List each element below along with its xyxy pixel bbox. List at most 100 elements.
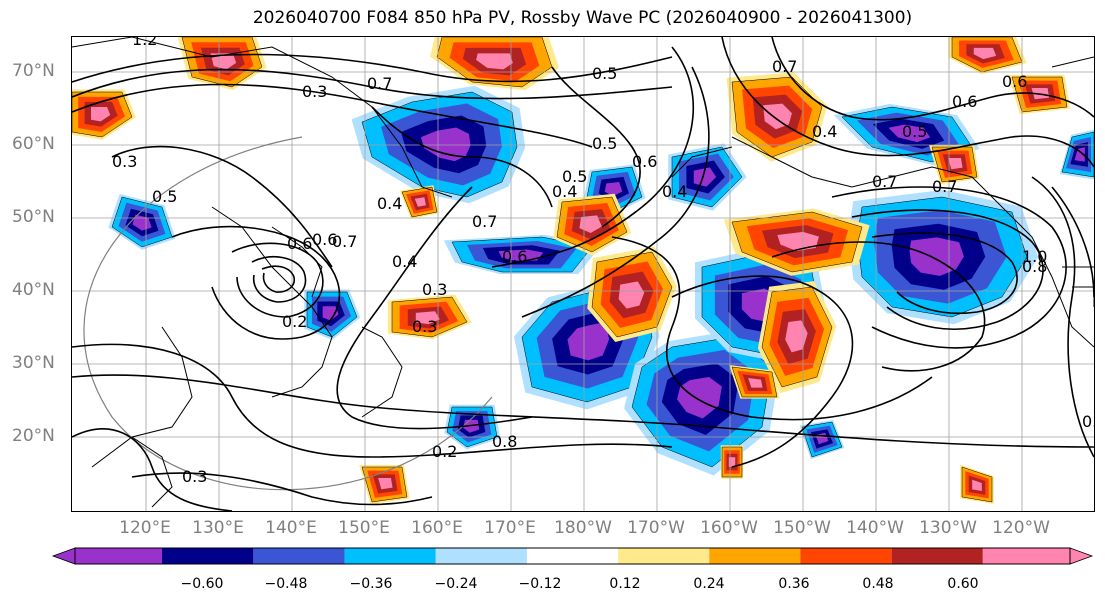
colorbar-cell xyxy=(344,548,436,564)
pv-contour xyxy=(371,106,553,208)
lon-label-120w: 120°W xyxy=(992,518,1050,538)
anomaly-fill xyxy=(728,457,736,467)
contour-label: 0.4 xyxy=(812,122,837,141)
colorbar-cell xyxy=(162,548,254,564)
contour-label: 0.5 xyxy=(592,134,617,153)
colorbar-label: 0.12 xyxy=(609,576,641,592)
anomaly-fill xyxy=(132,214,152,231)
anomaly-fill xyxy=(420,127,471,162)
pv-contour xyxy=(111,145,333,268)
pv-contour xyxy=(72,53,673,83)
colorbar-label: −0.24 xyxy=(434,576,478,592)
anomaly-fill xyxy=(1074,147,1085,162)
contour-label: 0.4 xyxy=(552,182,577,201)
anomaly-fill xyxy=(909,237,964,276)
coastline-segment xyxy=(72,37,453,198)
pv-contour xyxy=(771,241,986,372)
colorbar-label: −0.60 xyxy=(180,576,224,592)
pv-contour xyxy=(521,66,710,318)
contour-label: 0.6 xyxy=(287,234,312,253)
pv-contour xyxy=(831,186,1067,349)
anomaly-fill xyxy=(378,478,393,490)
colorbar-cell xyxy=(435,548,527,564)
contour-label: 0.6 xyxy=(502,247,527,266)
lon-label-160e: 160°E xyxy=(411,518,463,538)
lon-label-140w: 140°W xyxy=(846,518,904,538)
pv-contour xyxy=(72,83,593,148)
lon-label-170w: 170°W xyxy=(627,518,685,538)
contour-label: 0.4 xyxy=(377,194,402,213)
contour-label: 0.7 xyxy=(472,212,497,231)
contour-label: 0.6 xyxy=(952,92,977,111)
anomaly-fill xyxy=(748,378,763,388)
anomaly-fill xyxy=(414,197,426,207)
anomaly-fill xyxy=(415,311,440,325)
coastline-segment xyxy=(131,436,173,508)
colorbar-extend-min xyxy=(51,547,76,565)
anomaly-fill xyxy=(973,47,997,60)
contour-label: 0.6 xyxy=(312,230,337,249)
contour-label: 0.5 xyxy=(152,187,177,206)
colorbar-cell xyxy=(800,548,892,564)
lat-label-40n: 40°N xyxy=(12,280,55,300)
colorbar-cell xyxy=(618,548,710,564)
map-canvas: 1.20.3 0.70.5 0.40.60.30.50.6 0.70.50.40.70… xyxy=(72,37,1094,511)
contour-label: 0.7 xyxy=(332,232,357,251)
pv-contour xyxy=(611,236,933,421)
contour-label: 0.7 xyxy=(932,177,957,196)
pv-contour xyxy=(72,428,233,511)
map-panel: 1.2 0.3 0.7 0.5 0.4 0.6 0.3 0.5 0.6 0.7 0.5 0.4 0.7 0… xyxy=(71,36,1095,512)
pv-contours xyxy=(72,37,1094,511)
anomaly-fill xyxy=(567,321,610,361)
pv-contour xyxy=(771,37,1094,121)
pv-contour xyxy=(72,343,673,458)
pv-contour xyxy=(1031,176,1094,458)
contour-label: 0.2 xyxy=(432,442,457,461)
colorbar-label: −0.12 xyxy=(518,576,562,592)
colorbar-label: −0.48 xyxy=(264,576,308,592)
colorbar-extend-max xyxy=(1069,547,1094,565)
anomaly-fill xyxy=(618,281,645,309)
contour-label: 0.2 xyxy=(282,312,307,331)
colorbar-cell xyxy=(709,548,801,564)
lon-label-120e: 120°E xyxy=(119,518,171,538)
contour-label: 0.6 xyxy=(1002,72,1027,91)
lon-label-140e: 140°E xyxy=(265,518,317,538)
colorbar-label: 0.24 xyxy=(693,576,725,592)
anomaly-fill xyxy=(972,479,982,491)
colorbar xyxy=(51,547,1094,565)
lon-label-130w: 130°W xyxy=(919,518,977,538)
lat-label-60n: 60°N xyxy=(12,134,55,154)
pv-contour xyxy=(72,374,1094,448)
coastline-segment xyxy=(1051,56,1094,68)
contour-label: 0.4 xyxy=(392,252,417,271)
pv-contour xyxy=(1051,186,1094,298)
pv-contour xyxy=(131,472,433,506)
coastline-segment xyxy=(731,136,1094,348)
anomaly-fill xyxy=(476,53,513,70)
coastline-segment xyxy=(211,206,333,398)
contour-label: 0.5 xyxy=(562,167,587,186)
lat-label-30n: 30°N xyxy=(12,353,55,373)
colorbar-cell xyxy=(253,548,345,564)
contour-label: 0.5 xyxy=(592,64,617,83)
coastline-segment xyxy=(671,146,733,178)
contour-label: 1.0 xyxy=(1022,247,1047,266)
colorbar-cell xyxy=(75,548,163,564)
contour-label: 0.3 xyxy=(412,317,437,336)
contour-label: 0.7 xyxy=(872,172,897,191)
contour-label: 0.3 xyxy=(112,152,137,171)
coastline-segment xyxy=(91,326,193,468)
colorbar-cell xyxy=(891,548,983,564)
contour-labels: 1.20.3 0.70.5 0.40.60.30.50.6 0.70.50.40.70… xyxy=(112,37,1094,486)
colorbar-outline xyxy=(74,547,1071,565)
contour-label: 0.5 xyxy=(902,122,927,141)
anomaly-fill xyxy=(322,306,339,321)
anomaly-fill xyxy=(777,231,819,252)
contour-label: 0.4 xyxy=(662,182,687,201)
colorbar-cell xyxy=(982,548,1070,564)
lon-label-150w: 150°W xyxy=(773,518,831,538)
pv-contour xyxy=(336,186,533,430)
anomaly-fill xyxy=(763,103,792,130)
pv-anomaly-fills xyxy=(72,37,1094,505)
